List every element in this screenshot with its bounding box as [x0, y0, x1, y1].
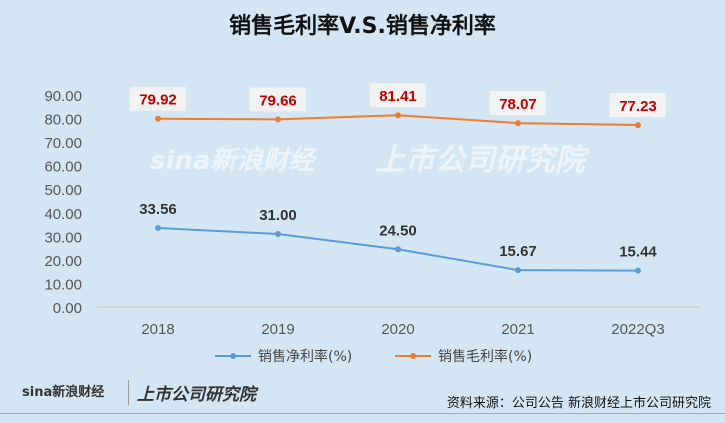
x-tick-label: 2021: [501, 321, 534, 338]
data-label: 33.56: [139, 201, 177, 218]
y-tick-label: 40.00: [44, 206, 82, 223]
institute-logo: 上市公司研究院: [128, 380, 256, 405]
data-point: [155, 224, 161, 231]
y-tick-label: 80.00: [44, 112, 82, 129]
y-tick-label: 60.00: [44, 159, 82, 176]
data-label: 77.23: [619, 98, 657, 115]
source-note: 资料来源：公司公告 新浪财经上市公司研究院: [446, 396, 711, 411]
data-point: [275, 230, 281, 237]
y-tick-label: 0.00: [53, 300, 82, 317]
watermark-brand: sina新浪财经: [150, 146, 315, 176]
data-point: [515, 267, 521, 274]
y-tick-label: 30.00: [44, 229, 82, 246]
y-tick-label: 50.00: [44, 182, 82, 199]
data-label: 79.66: [259, 92, 297, 109]
data-label-bg: [250, 87, 306, 112]
data-label: 24.50: [379, 222, 417, 239]
data-point: [395, 112, 401, 119]
data-label-bg: [130, 86, 186, 111]
x-tick-label: 2020: [381, 321, 414, 338]
legend-label: 销售净利率(%): [258, 348, 352, 365]
x-tick-label: 2022Q3: [611, 321, 664, 338]
data-point: [275, 116, 281, 123]
data-label: 15.44: [619, 244, 657, 261]
data-point: [515, 120, 521, 127]
chart-title: 销售毛利率V.S.销售净利率: [229, 14, 496, 39]
y-tick-label: 10.00: [44, 276, 82, 293]
data-point: [635, 122, 641, 129]
data-label: 15.67: [499, 243, 537, 260]
footer-divider: [0, 413, 725, 414]
data-label: 31.00: [259, 207, 297, 224]
x-tick-label: 2019: [261, 321, 294, 338]
x-tick-label: 2018: [141, 321, 174, 338]
data-label: 81.41: [379, 88, 417, 105]
sina-logo: sina新浪财经: [22, 385, 105, 400]
data-point: [155, 115, 161, 122]
y-tick-label: 70.00: [44, 135, 82, 152]
legend-marker-dot: [230, 353, 236, 359]
data-label: 79.92: [139, 92, 177, 109]
legend-marker-dot: [410, 353, 416, 359]
data-point: [395, 246, 401, 253]
data-label-bg: [610, 93, 666, 118]
legend-label: 销售毛利率(%): [438, 348, 532, 365]
data-label-bg: [490, 91, 546, 116]
data-point: [635, 267, 641, 274]
watermark-institute: 上市公司研究院: [375, 143, 585, 178]
data-label: 78.07: [499, 96, 537, 113]
data-label-bg: [370, 83, 426, 108]
y-tick-label: 90.00: [44, 88, 82, 105]
y-tick-label: 20.00: [44, 253, 82, 270]
